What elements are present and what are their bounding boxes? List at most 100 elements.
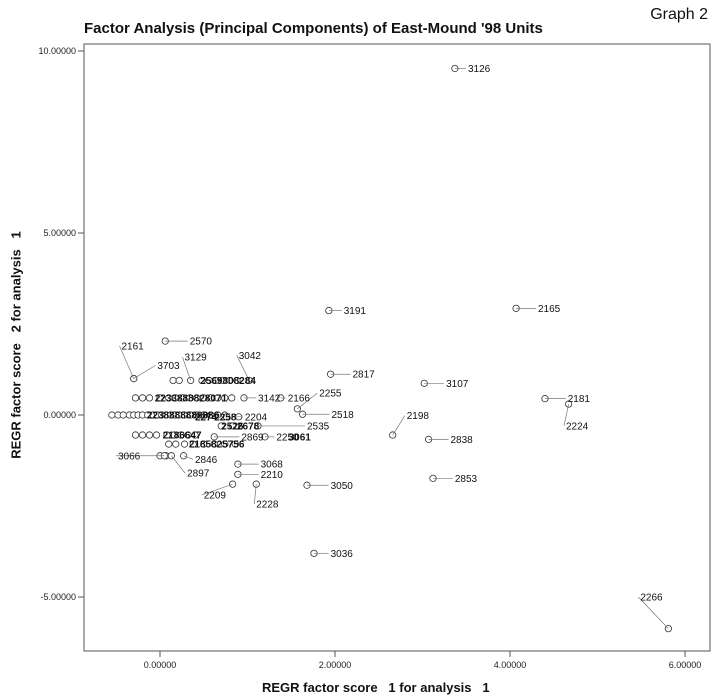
data-points [108,64,672,633]
data-point [229,480,237,488]
cluster-point [212,376,220,385]
cluster-point [163,431,171,439]
point-label: 2204 [245,412,268,423]
cluster-point [138,431,147,439]
point-label: 2228 [256,500,279,511]
leader-line [183,455,194,460]
cluster-point [205,376,213,385]
leader-line [236,355,250,381]
cluster-point [179,394,187,402]
point-label: 2209 [204,491,227,502]
point-label: 2535 [307,421,330,432]
point-label: 2897 [187,469,210,480]
cluster-point [108,411,116,419]
point-label: 2838 [451,435,474,446]
cluster-point [180,440,189,448]
cluster-label: 3061 [289,432,312,443]
leader-line [171,455,186,474]
cluster-point [169,376,177,385]
cluster-label: 2569808284 [200,376,256,387]
cluster-point [145,394,154,402]
point-label: 2250 [276,432,299,443]
x-tick-label: 2.00000 [319,660,352,670]
y-tick-label: -5.00000 [40,592,76,602]
cluster-point [200,411,208,419]
x-axis-label: REGR factor score 1 for analysis 1 [262,680,490,695]
cluster-point [221,440,229,448]
point-label: 3066 [118,451,141,462]
cluster-point [219,376,227,385]
chart-title: Factor Analysis (Principal Components) o… [84,20,543,37]
point-label: 3107 [446,379,469,390]
cluster-label: 2258 [214,412,237,423]
plot-frame [83,43,711,652]
cluster-point [189,440,197,448]
cluster-point [138,394,147,402]
cluster-point [226,376,234,385]
x-tick-label: 4.00000 [494,660,527,670]
cluster-point [172,440,180,448]
y-tick-label: 5.00000 [43,228,76,238]
cluster-label: 2233888828071 [155,393,228,404]
point-label: 2570 [190,337,213,348]
leader-line [638,596,669,629]
point-label: 3068 [261,460,284,471]
cluster-point [217,422,225,430]
point-label: 3126 [468,64,491,75]
y-tick-label: 10.00000 [38,46,76,56]
cluster-point [170,431,178,439]
y-axis-label: REGR factor score 2 for analysis 1 [8,231,24,459]
point-label: 2869 [241,432,264,443]
cluster-point [177,431,185,439]
cluster-point [233,376,241,385]
cluster-label: 2274 [195,412,218,423]
cluster-point [200,440,208,448]
point-label: 3050 [331,481,354,492]
point-label: 2255 [319,389,342,400]
point-label: 2266 [640,593,663,604]
leader-line [253,484,257,505]
cluster-point [186,394,194,402]
point-label: 2853 [455,474,478,485]
cluster-label: 2526 [221,421,244,432]
cluster-point [193,394,201,402]
point-label: 3036 [331,549,354,560]
point-label: 3042 [239,351,262,362]
point-label: 2224 [566,421,589,432]
cluster-point [210,440,218,448]
cluster-point [156,394,164,402]
point-label: 3703 [157,361,180,372]
cluster-point [198,376,206,385]
leader-line [182,357,191,381]
cluster-label: 2238888888886 [147,411,220,422]
cluster-point [145,431,154,439]
leader-line [392,415,406,436]
point-label: 2846 [195,455,218,466]
cluster-point [231,440,239,448]
cluster-point [200,394,208,402]
cluster-point [184,431,192,439]
cluster-label: 2186647 [163,431,202,442]
point-label: 3129 [185,353,208,364]
graph-tag: Graph 2 [650,6,708,23]
point-labels: 3126 3191 2165 2570 2161 3703 3129 3042 2817 3107… [116,64,669,629]
point-label: 2181 [568,394,591,405]
cluster-point [131,431,140,439]
leader-line [133,365,156,379]
y-tick-label: 0.00000 [43,410,76,420]
cluster-point [207,411,215,419]
point-label: 2817 [353,370,376,381]
cluster-point [214,411,222,419]
cluster-label: 2185825756 [189,440,245,451]
cluster-point [207,394,215,402]
point-label: 2165 [538,304,561,315]
point-label: 3142 [258,393,281,404]
point-label: 2518 [332,410,355,421]
cluster-point [152,431,161,439]
cluster-point [119,411,127,419]
cluster-point [221,394,229,402]
x-tick-label: 0.00000 [144,660,177,670]
point-label: 2161 [122,341,145,352]
leader-line [297,392,318,410]
point-label: 2210 [261,470,284,481]
